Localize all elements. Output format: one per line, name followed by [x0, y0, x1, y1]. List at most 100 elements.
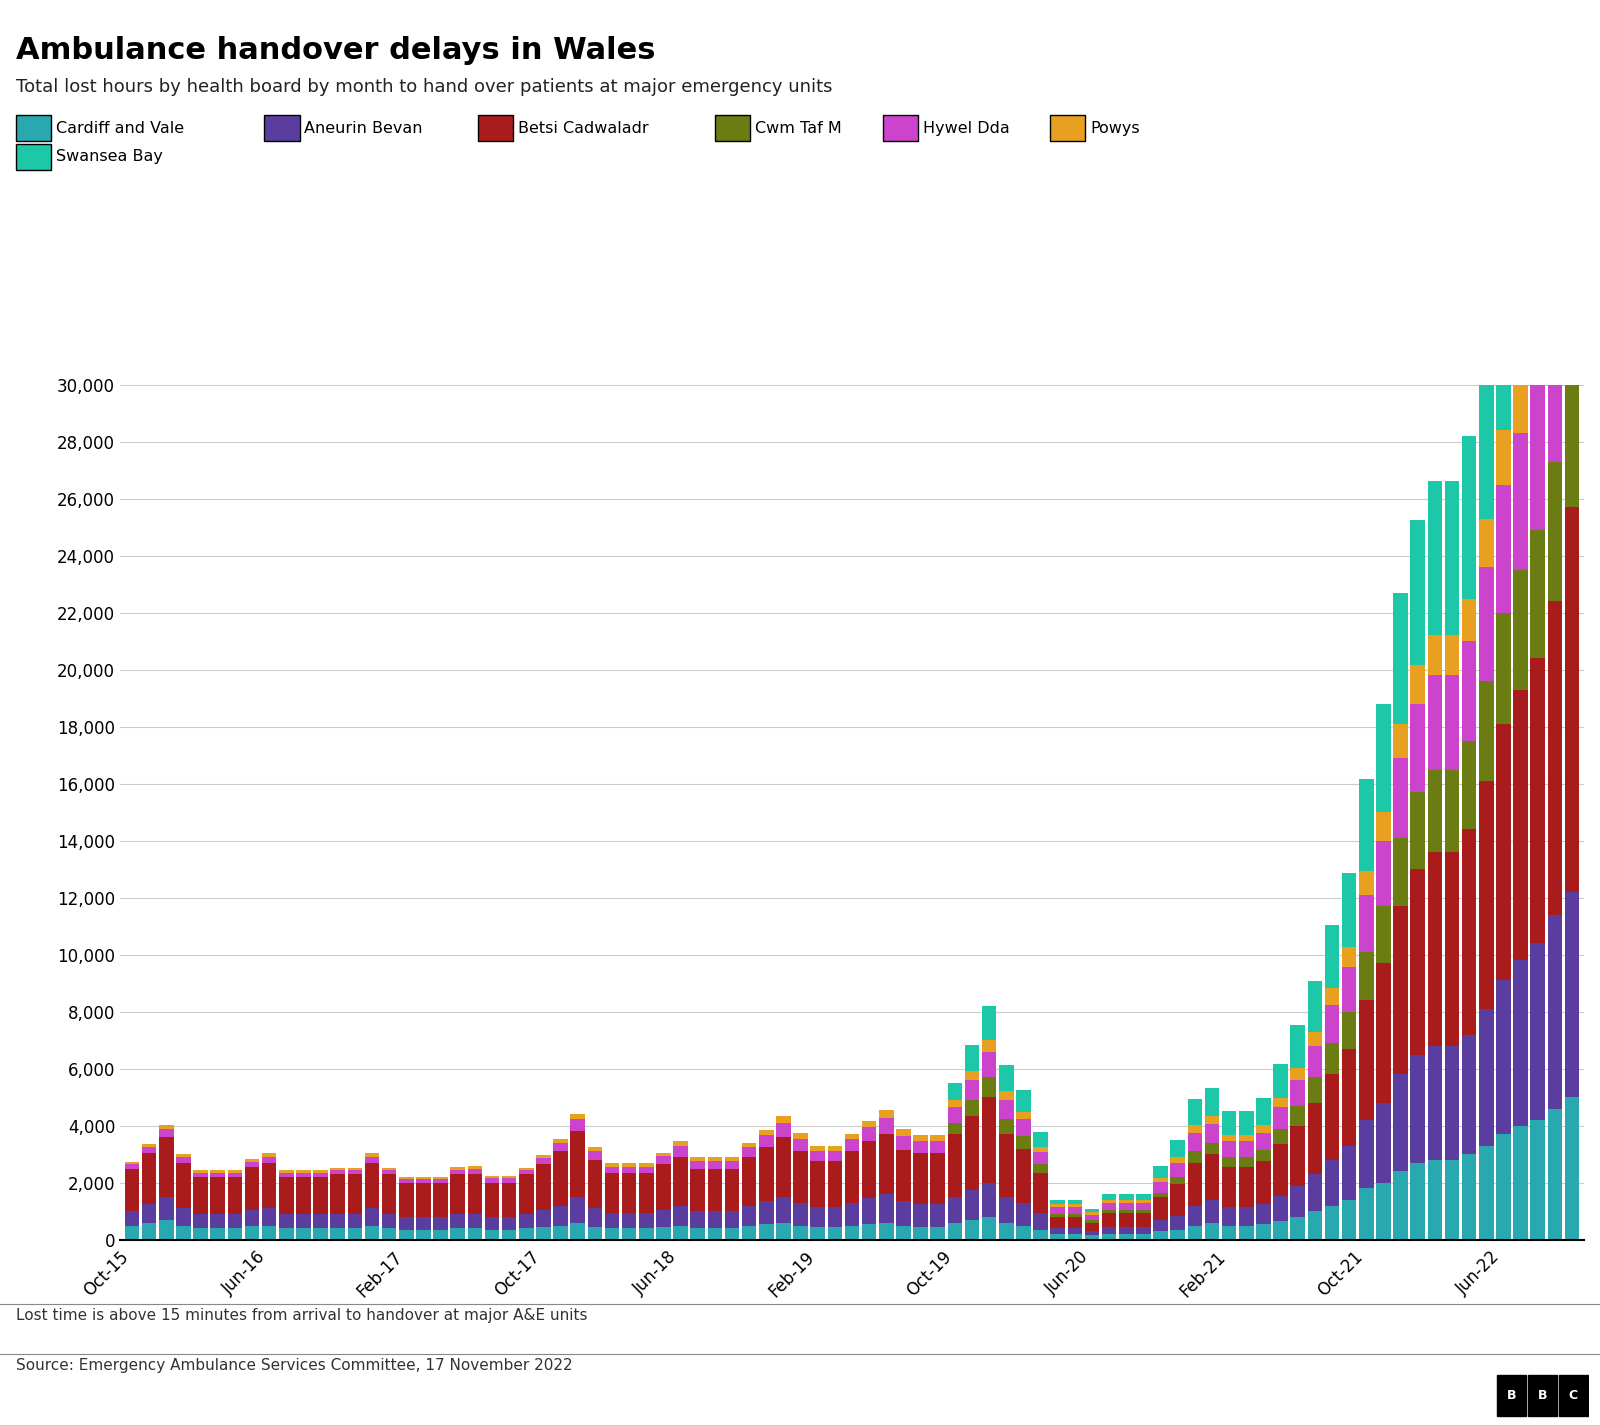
- Bar: [1016, 1226, 1030, 1240]
- Bar: [1514, 157, 1528, 376]
- Bar: [656, 1153, 670, 1156]
- Bar: [1376, 841, 1390, 906]
- Bar: [536, 1210, 550, 1227]
- Bar: [451, 1214, 466, 1228]
- Bar: [1154, 1220, 1168, 1231]
- Bar: [1016, 1203, 1030, 1226]
- Bar: [1531, 325, 1546, 385]
- Bar: [451, 1167, 466, 1170]
- Bar: [1411, 1163, 1426, 1240]
- Bar: [1358, 1000, 1373, 1120]
- Bar: [1411, 792, 1426, 869]
- Bar: [1307, 1211, 1322, 1240]
- Bar: [398, 1230, 413, 1240]
- Bar: [1547, 462, 1562, 601]
- Bar: [518, 1167, 533, 1170]
- Bar: [1222, 1167, 1237, 1207]
- Bar: [1531, 385, 1546, 530]
- Bar: [1427, 1046, 1442, 1160]
- Bar: [467, 1174, 482, 1214]
- Bar: [1478, 1146, 1493, 1240]
- Bar: [742, 1226, 757, 1240]
- Bar: [1256, 1224, 1270, 1240]
- Bar: [227, 1177, 242, 1214]
- Bar: [1136, 1213, 1150, 1227]
- Bar: [845, 1151, 859, 1203]
- Bar: [518, 1174, 533, 1214]
- Bar: [1478, 567, 1493, 681]
- Bar: [758, 1224, 773, 1240]
- Bar: [605, 1213, 619, 1228]
- Bar: [1051, 1234, 1066, 1240]
- Bar: [1051, 1204, 1066, 1207]
- Bar: [278, 1214, 293, 1228]
- Bar: [1238, 1167, 1253, 1207]
- Bar: [896, 1129, 910, 1136]
- Bar: [554, 1140, 568, 1143]
- Bar: [1307, 1174, 1322, 1211]
- Bar: [776, 1137, 790, 1197]
- Bar: [1514, 433, 1528, 570]
- Bar: [605, 1173, 619, 1213]
- Bar: [314, 1173, 328, 1177]
- Bar: [947, 1107, 962, 1123]
- Bar: [1067, 1214, 1082, 1217]
- Bar: [1034, 1147, 1048, 1153]
- Bar: [1051, 1200, 1066, 1204]
- Bar: [125, 1161, 139, 1164]
- Bar: [1531, 658, 1546, 943]
- Bar: [1187, 1206, 1202, 1226]
- Bar: [158, 1137, 173, 1197]
- Bar: [571, 1120, 586, 1131]
- Bar: [278, 1177, 293, 1214]
- Bar: [1051, 1228, 1066, 1234]
- Bar: [331, 1228, 346, 1240]
- Bar: [862, 1224, 877, 1240]
- Bar: [896, 1150, 910, 1201]
- Bar: [638, 1163, 653, 1167]
- Bar: [947, 1134, 962, 1197]
- Bar: [416, 1183, 430, 1217]
- Bar: [245, 1161, 259, 1167]
- Bar: [998, 1100, 1013, 1119]
- Bar: [518, 1228, 533, 1240]
- Bar: [878, 1134, 893, 1194]
- Bar: [1358, 895, 1373, 952]
- Bar: [1205, 1143, 1219, 1154]
- Bar: [1205, 1124, 1219, 1143]
- Bar: [1462, 598, 1477, 641]
- Bar: [1274, 1099, 1288, 1107]
- Bar: [1445, 675, 1459, 770]
- Bar: [1462, 1154, 1477, 1240]
- Bar: [862, 1127, 877, 1141]
- Bar: [571, 1223, 586, 1240]
- Bar: [1205, 1154, 1219, 1200]
- Bar: [1291, 1026, 1306, 1069]
- Bar: [1085, 1213, 1099, 1214]
- Bar: [1154, 1231, 1168, 1240]
- Bar: [1376, 906, 1390, 963]
- Bar: [725, 1157, 739, 1160]
- Bar: [1102, 1210, 1117, 1213]
- Bar: [845, 1140, 859, 1151]
- Bar: [434, 1217, 448, 1230]
- Bar: [691, 1228, 706, 1240]
- Bar: [347, 1228, 362, 1240]
- Bar: [1496, 724, 1510, 980]
- Bar: [1118, 1234, 1133, 1240]
- Bar: [142, 1223, 157, 1240]
- Bar: [862, 1120, 877, 1127]
- Bar: [1565, 507, 1579, 892]
- Bar: [331, 1214, 346, 1228]
- Text: Hywel Dda: Hywel Dda: [923, 121, 1010, 135]
- Bar: [314, 1170, 328, 1173]
- Bar: [622, 1228, 637, 1240]
- Bar: [1085, 1231, 1099, 1235]
- Bar: [1102, 1200, 1117, 1203]
- Bar: [227, 1228, 242, 1240]
- Bar: [742, 1143, 757, 1147]
- Bar: [1171, 1184, 1186, 1216]
- Bar: [536, 1159, 550, 1164]
- Bar: [1256, 1150, 1270, 1161]
- Bar: [1118, 1200, 1133, 1203]
